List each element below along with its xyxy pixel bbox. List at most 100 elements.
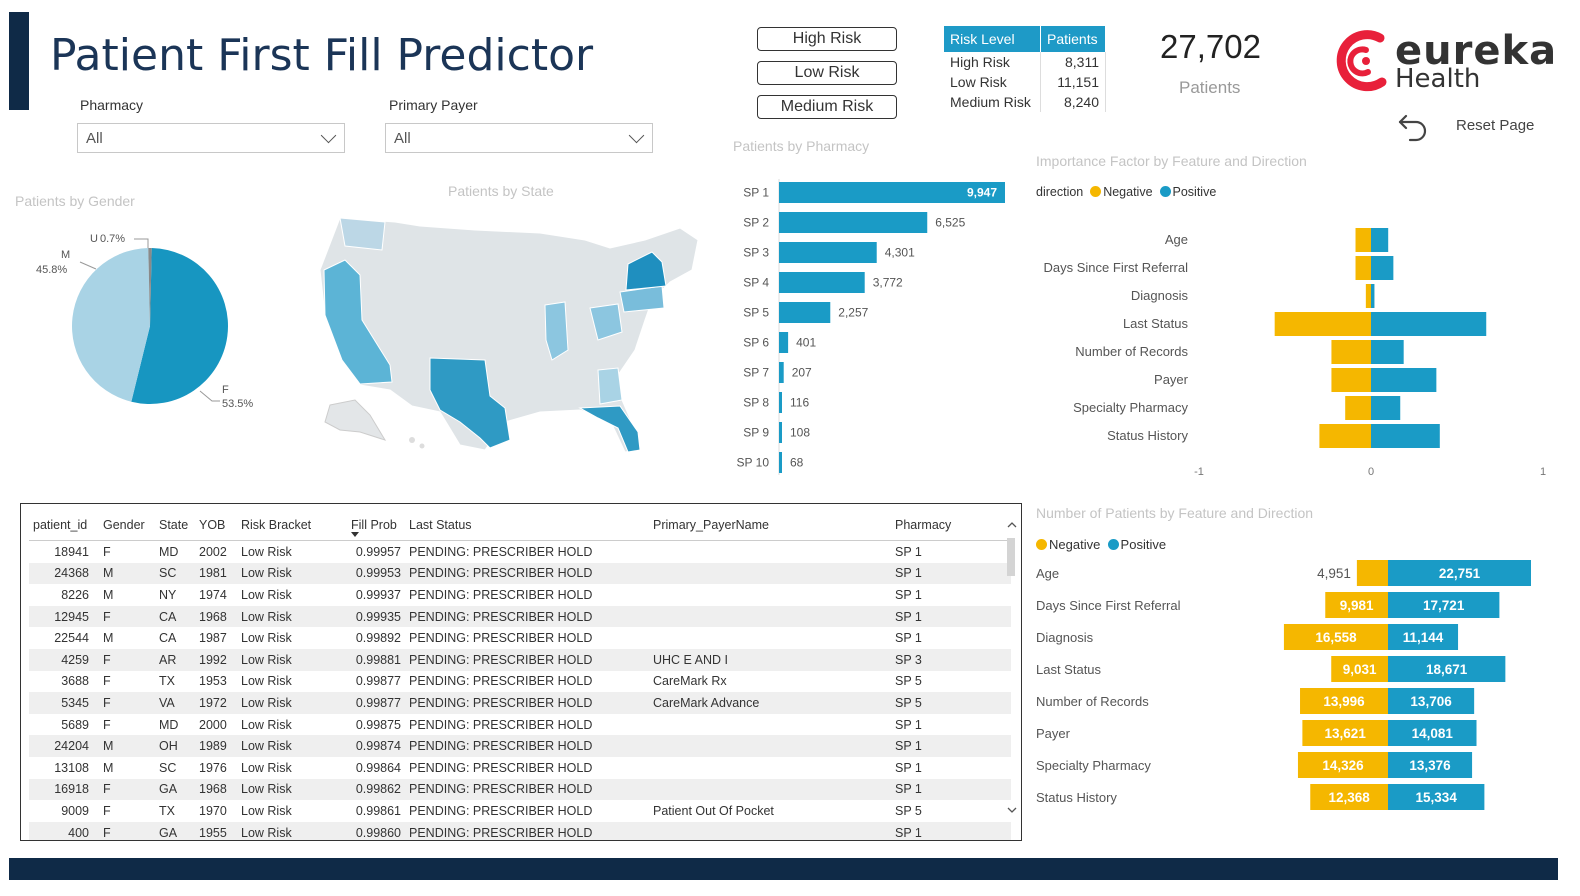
table-row[interactable]: 3688 F TX 1953 Low Risk 0.99877 PENDING: PRESC…: [29, 671, 1011, 693]
table-scrollbar-thumb[interactable]: [1007, 538, 1015, 576]
scroll-up-icon[interactable]: [1007, 520, 1017, 530]
pharmacy-bar[interactable]: [779, 362, 784, 383]
pharmacy-bar[interactable]: [779, 452, 782, 473]
state-ca[interactable]: [323, 259, 393, 385]
column-header-primary-payername[interactable]: Primary_PayerName: [649, 510, 891, 541]
positive-bar[interactable]: [1371, 340, 1404, 364]
pharmacy-bar[interactable]: [779, 182, 1005, 203]
table-row[interactable]: 24204 M OH 1989 Low Risk 0.99874 PENDING: PRES…: [29, 735, 1011, 757]
table-row[interactable]: 13108 M SC 1976 Low Risk 0.99864 PENDING: PRES…: [29, 757, 1011, 779]
column-header-fill-prob[interactable]: Fill Prob: [347, 510, 405, 541]
column-header-yob[interactable]: YOB: [195, 510, 237, 541]
state-wa[interactable]: [339, 217, 386, 251]
pharmacy-bar[interactable]: [779, 422, 782, 443]
pie-slice-f[interactable]: [131, 248, 228, 404]
negative-bar[interactable]: [1283, 624, 1388, 650]
risk-row[interactable]: High Risk 8,311: [944, 52, 1106, 72]
column-header-gender[interactable]: Gender: [99, 510, 155, 541]
positive-bar[interactable]: [1388, 784, 1485, 810]
legend-positive[interactable]: Positive: [1120, 537, 1167, 552]
positive-bar[interactable]: [1371, 228, 1389, 252]
pharmacy-dropdown[interactable]: All: [77, 123, 345, 153]
negative-bar[interactable]: [1300, 688, 1388, 714]
column-header-state[interactable]: State: [155, 510, 195, 541]
table-row[interactable]: 4259 F AR 1992 Low Risk 0.99881 PENDING: PRESC…: [29, 648, 1011, 671]
negative-bar[interactable]: [1274, 312, 1371, 336]
state-ny[interactable]: [625, 251, 667, 291]
positive-bar[interactable]: [1371, 368, 1437, 392]
state-hi[interactable]: [419, 443, 425, 449]
positive-bar[interactable]: [1371, 424, 1440, 448]
risk-level-header[interactable]: Risk Level: [944, 26, 1041, 52]
reset-page-button[interactable]: Reset Page: [1456, 117, 1535, 134]
negative-bar[interactable]: [1297, 752, 1388, 778]
table-row[interactable]: 12945 F CA 1968 Low Risk 0.99935 PENDING: PRES…: [29, 605, 1011, 628]
us-state-map[interactable]: [300, 200, 710, 465]
table-row[interactable]: 400 F GA 1955 Low Risk 0.99860 PENDING: PRESCR…: [29, 821, 1011, 840]
scroll-down-icon[interactable]: [1007, 805, 1017, 815]
legend-negative[interactable]: Negative: [1049, 537, 1101, 552]
pie-slice-u[interactable]: [148, 248, 152, 326]
importance-bar-chart[interactable]: Age Days Since First Referral Diagnosis Las…: [1030, 222, 1570, 482]
risk-row[interactable]: Medium Risk 8,240: [944, 92, 1106, 112]
positive-bar[interactable]: [1388, 688, 1475, 714]
negative-bar[interactable]: [1319, 424, 1371, 448]
table-row[interactable]: 5345 F VA 1972 Low Risk 0.99877 PENDING: PRESC…: [29, 692, 1011, 714]
positive-bar[interactable]: [1388, 560, 1531, 586]
column-header-patient-id[interactable]: patient_id: [29, 510, 99, 541]
low-risk-button[interactable]: Low Risk: [757, 61, 897, 85]
table-row[interactable]: 22544 M CA 1987 Low Risk 0.99892 PENDING: PRES…: [29, 627, 1011, 649]
negative-bar[interactable]: [1325, 592, 1388, 618]
positive-bar[interactable]: [1371, 396, 1401, 420]
column-header-pharmacy[interactable]: Pharmacy: [891, 510, 1011, 541]
table-row[interactable]: 18941 F MD 2002 Low Risk 0.99957 PENDING: PRES…: [29, 541, 1011, 563]
column-header-risk-bracket[interactable]: Risk Bracket: [237, 510, 347, 541]
medium-risk-button[interactable]: Medium Risk: [757, 95, 897, 119]
payer-dropdown[interactable]: All: [385, 123, 653, 153]
negative-bar[interactable]: [1356, 560, 1388, 586]
patients-feature-bar-chart[interactable]: Age 4,951 22,751 Days Since First Referral 9…: [1030, 556, 1570, 816]
pharmacy-bar[interactable]: [779, 272, 865, 293]
positive-bar[interactable]: [1388, 656, 1506, 682]
table-row[interactable]: 8226 M NY 1974 Low Risk 0.99937 PENDING: PRESC…: [29, 584, 1011, 606]
pharmacy-bar[interactable]: [779, 302, 831, 323]
pharmacy-bar[interactable]: [779, 212, 928, 233]
state-ak[interactable]: [324, 399, 387, 441]
pie-slice-m[interactable]: [71, 248, 150, 402]
negative-bar[interactable]: [1355, 228, 1371, 252]
pharmacy-bar-chart[interactable]: SP 1 9,947 SP 2 6,525 SP 3 4,301 SP 4 3,772 SP 5…: [725, 175, 1025, 480]
sort-descending-icon[interactable]: [351, 532, 359, 538]
high-risk-button[interactable]: High Risk: [757, 27, 897, 51]
negative-bar[interactable]: [1345, 396, 1371, 420]
positive-bar[interactable]: [1388, 624, 1459, 650]
pharmacy-bar[interactable]: [779, 392, 782, 413]
positive-bar[interactable]: [1388, 720, 1477, 746]
table-row[interactable]: 9009 F TX 1970 Low Risk 0.99861 PENDING: PRESC…: [29, 800, 1011, 822]
pharmacy-bar[interactable]: [779, 332, 789, 353]
table-row[interactable]: 24368 M SC 1981 Low Risk 0.99953 PENDING: PRES…: [29, 562, 1011, 585]
negative-bar[interactable]: [1331, 656, 1388, 682]
negative-bar[interactable]: [1355, 256, 1371, 280]
negative-bar[interactable]: [1310, 784, 1388, 810]
column-header-last-status[interactable]: Last Status: [405, 510, 649, 541]
state-fl[interactable]: [578, 405, 641, 453]
legend-positive[interactable]: Positive: [1172, 185, 1217, 199]
state-il[interactable]: [544, 301, 569, 361]
patients-header[interactable]: Patients: [1040, 26, 1106, 52]
table-row[interactable]: 16918 F GA 1968 Low Risk 0.99862 PENDING: PRES…: [29, 778, 1011, 801]
table-row[interactable]: 5689 F MD 2000 Low Risk 0.99875 PENDING: PRESC…: [29, 714, 1011, 736]
positive-bar[interactable]: [1388, 752, 1473, 778]
state-ga[interactable]: [597, 367, 623, 405]
gender-pie-chart[interactable]: U 0.7% M 45.8% F 53.5%: [0, 215, 300, 435]
pharmacy-bar[interactable]: [779, 242, 877, 263]
state-hi[interactable]: [409, 437, 415, 443]
undo-icon[interactable]: [1396, 108, 1432, 142]
legend-negative[interactable]: Negative: [1103, 185, 1153, 199]
negative-bar[interactable]: [1331, 340, 1371, 364]
risk-row[interactable]: Low Risk 11,151: [944, 72, 1106, 92]
positive-bar[interactable]: [1371, 312, 1487, 336]
positive-bar[interactable]: [1371, 284, 1375, 308]
positive-bar[interactable]: [1388, 592, 1500, 618]
negative-bar[interactable]: [1365, 284, 1371, 308]
positive-bar[interactable]: [1371, 256, 1394, 280]
